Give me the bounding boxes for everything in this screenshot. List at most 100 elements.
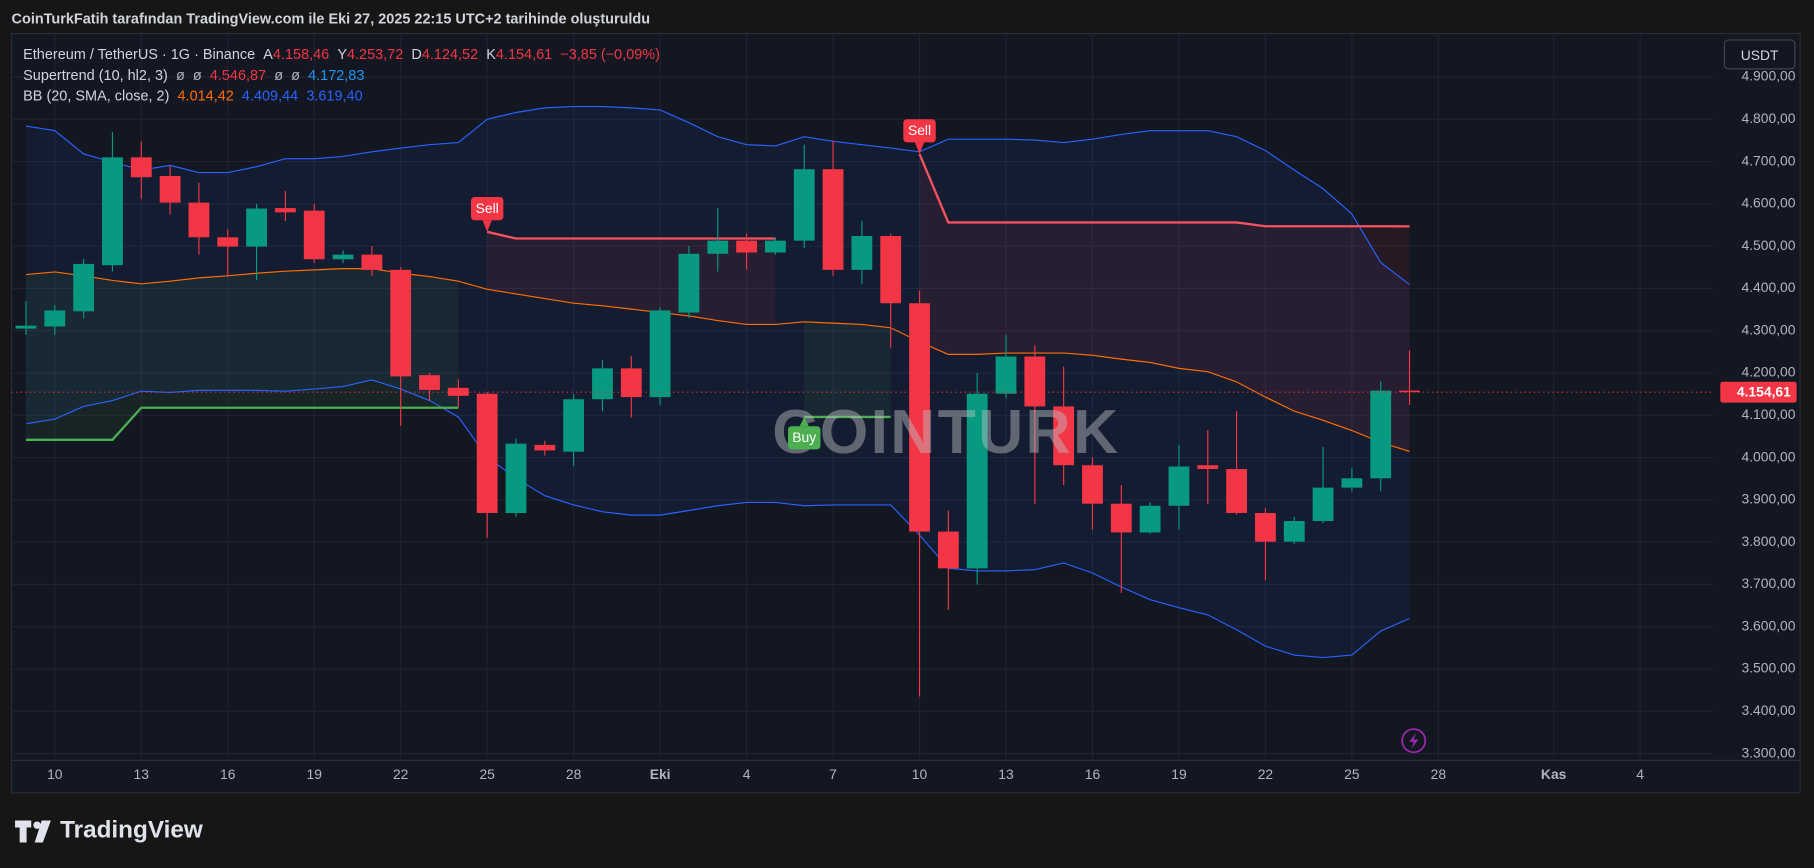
signal-label: Buy <box>792 429 816 445</box>
candle-body <box>1370 390 1392 479</box>
legend-item: ø <box>176 67 185 83</box>
legend-item: D4.124,52 <box>411 46 478 62</box>
candle-body <box>1283 521 1305 542</box>
candle-body <box>217 237 239 247</box>
legend-item: 4.546,87 <box>210 67 266 83</box>
legend-name: Supertrend (10, hl2, 3) <box>23 67 168 84</box>
supertrend-up <box>26 406 459 441</box>
legend-item: ø <box>193 67 202 83</box>
candle-body <box>102 157 123 266</box>
candle-body <box>15 325 37 329</box>
candle-body <box>1024 356 1046 407</box>
candle-body <box>620 368 642 398</box>
legend-item: 3.619,40 <box>306 88 362 104</box>
x-tick-label: 13 <box>134 766 150 782</box>
legend-name: Ethereum / TetherUS · 1G · Binance <box>23 46 256 63</box>
trend-fill <box>804 321 891 417</box>
legend-prefix: K <box>486 46 496 63</box>
signal-pointer <box>914 142 925 154</box>
watermark: COINTURK <box>772 397 1120 467</box>
y-tick-label: 4.800,00 <box>1741 110 1795 126</box>
legend-item: ø <box>274 67 283 83</box>
candle-body <box>1168 466 1190 506</box>
y-tick-label: 4.600,00 <box>1741 195 1795 211</box>
legend: Ethereum / TetherUS · 1G · Binance A4.158… <box>23 44 660 106</box>
last-price-label: 4.154,61 <box>1737 383 1791 399</box>
candle-body <box>1053 406 1075 466</box>
signal-box <box>788 426 821 450</box>
legend-prefix: A <box>263 46 273 63</box>
legend-item: ø <box>291 67 300 83</box>
candle-body <box>1341 478 1363 488</box>
signal-box <box>903 119 936 143</box>
y-tick-label: 3.600,00 <box>1741 617 1795 633</box>
legend-value: 4.014,42 <box>177 87 234 105</box>
trend-fill <box>487 231 776 325</box>
candle-body <box>563 399 585 452</box>
candle-body <box>159 175 181 203</box>
legend-prefix: D <box>411 46 422 63</box>
legend-item: −3,85 (−0,09%) <box>560 46 660 62</box>
candle-body <box>1110 503 1132 533</box>
legend-row: Ethereum / TetherUS · 1G · Binance A4.158… <box>23 44 660 65</box>
x-tick-label: 28 <box>1431 766 1447 782</box>
legend-value: 4.158,46 <box>272 46 330 63</box>
candle-body <box>592 368 613 400</box>
candle-body <box>447 387 469 396</box>
candle-body <box>793 169 815 241</box>
candle-body <box>1399 390 1420 393</box>
candle-body <box>966 393 988 569</box>
y-tick-label: 4.500,00 <box>1741 237 1795 253</box>
legend-value: 4.124,52 <box>421 46 479 63</box>
x-tick-label: 13 <box>998 766 1014 782</box>
x-tick-label: 22 <box>1258 766 1274 782</box>
x-tick-label: 22 <box>393 766 409 782</box>
plot: 3.300,00 3.400,00 3.500,00 3.600,00 3.700,00… <box>11 34 1797 782</box>
legend-value: 4.409,44 <box>241 87 299 105</box>
candle-body <box>274 208 296 213</box>
x-tick-label: 4 <box>743 766 751 782</box>
y-tick-label: 4.000,00 <box>1741 448 1795 464</box>
legend-prefix: Y <box>337 46 347 63</box>
candle-body <box>44 310 66 327</box>
x-tick-label: 16 <box>220 766 236 782</box>
signal-label: Sell <box>908 122 931 138</box>
legend-value: 4.546,87 <box>209 67 267 84</box>
legend-row: BB (20, SMA, close, 2) 4.014,42 4.409,44 3.… <box>23 86 660 107</box>
x-tick-label: 10 <box>912 766 928 782</box>
x-tick-label: 7 <box>829 766 837 782</box>
candle-body <box>678 253 700 313</box>
x-tick-label: 25 <box>1344 766 1360 782</box>
brand-name: TradingView <box>60 816 203 843</box>
y-tick-label: 4.100,00 <box>1741 406 1795 422</box>
signal-pointer <box>799 416 809 427</box>
legend-item: 4.172,83 <box>308 67 364 83</box>
alert-icon[interactable] <box>1401 728 1427 754</box>
brand-logo <box>15 820 51 843</box>
legend-value: ø <box>274 67 284 84</box>
candle-body <box>649 310 671 398</box>
candle-body <box>764 240 786 253</box>
x-tick-label: 28 <box>566 766 582 782</box>
candle-body <box>1226 469 1248 513</box>
y-tick-label: 3.500,00 <box>1741 660 1795 676</box>
y-tick-label: 3.800,00 <box>1741 533 1795 549</box>
candle-body <box>130 157 152 178</box>
y-tick-label: 4.900,00 <box>1741 68 1795 84</box>
y-tick-label: 3.300,00 <box>1741 744 1795 760</box>
candle-body <box>332 254 354 260</box>
candle-body <box>303 210 325 260</box>
legend-item: 4.409,44 <box>242 88 298 104</box>
currency-button[interactable]: USDT <box>1723 39 1796 70</box>
signal-pointer <box>482 220 492 232</box>
candle-body <box>73 263 95 312</box>
trend-fill <box>919 153 1410 452</box>
bb-lower <box>25 379 1410 659</box>
candle-body <box>880 236 902 304</box>
y-tick-label: 3.400,00 <box>1741 702 1795 718</box>
band-fill <box>26 106 1410 658</box>
last-price-box <box>1720 381 1797 403</box>
candle-body <box>505 443 527 513</box>
